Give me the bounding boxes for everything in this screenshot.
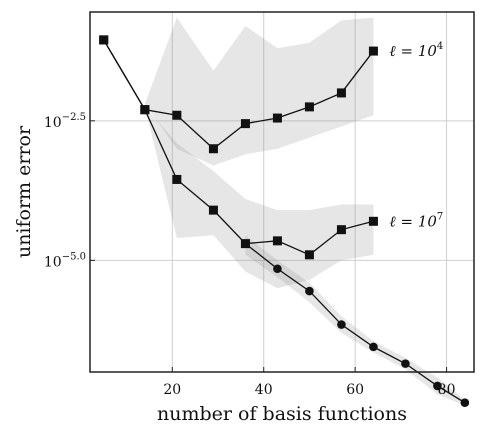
x-axis-label: number of basis functions: [157, 403, 407, 425]
data-point-square: [304, 102, 314, 112]
data-point-square: [272, 113, 282, 123]
x-tick-label: 20: [163, 382, 181, 398]
data-point-square: [304, 250, 314, 260]
data-point-square: [172, 174, 182, 184]
data-point-square: [368, 216, 378, 226]
data-point-square: [172, 110, 182, 120]
data-point-square: [272, 236, 282, 246]
x-tick-label: 40: [255, 382, 273, 398]
data-point-circle: [401, 359, 410, 368]
data-point-square: [208, 205, 218, 215]
data-point-square: [240, 119, 250, 129]
confidence-bands: [103, 17, 465, 406]
series-label: ℓ = 104: [389, 41, 443, 60]
data-point-square: [336, 225, 346, 235]
data-point-circle: [273, 264, 282, 274]
data-point-circle: [433, 381, 442, 391]
data-point-square: [208, 144, 218, 154]
series-band: [245, 235, 465, 406]
series-markers: [99, 35, 470, 407]
data-point-square: [99, 35, 109, 45]
x-tick-label: 80: [438, 382, 456, 398]
series-labels: ℓ = 104 ℓ = 107: [389, 41, 443, 230]
tick-labels: 20 40 60 80 10−2.5 10−5.0: [44, 112, 456, 398]
data-point-circle: [369, 342, 378, 352]
y-tick-label: 10−2.5: [44, 112, 86, 131]
series-line: [245, 243, 466, 404]
data-point-circle: [305, 286, 314, 296]
y-axis-label: uniform error: [13, 125, 35, 258]
plot-frame: [89, 11, 475, 373]
y-tick-label: 10−5.0: [44, 251, 86, 270]
grid: [90, 12, 474, 372]
data-point-square: [368, 46, 378, 56]
data-point-square: [336, 88, 346, 98]
series-label: ℓ = 107: [389, 211, 443, 230]
series-band: [103, 39, 374, 289]
data-point-circle: [460, 398, 470, 407]
x-tick-label: 60: [346, 382, 364, 398]
series-band: [103, 17, 374, 166]
data-point-square: [140, 105, 150, 115]
data-point-circle: [337, 320, 346, 329]
data-point-circle: [241, 239, 250, 248]
